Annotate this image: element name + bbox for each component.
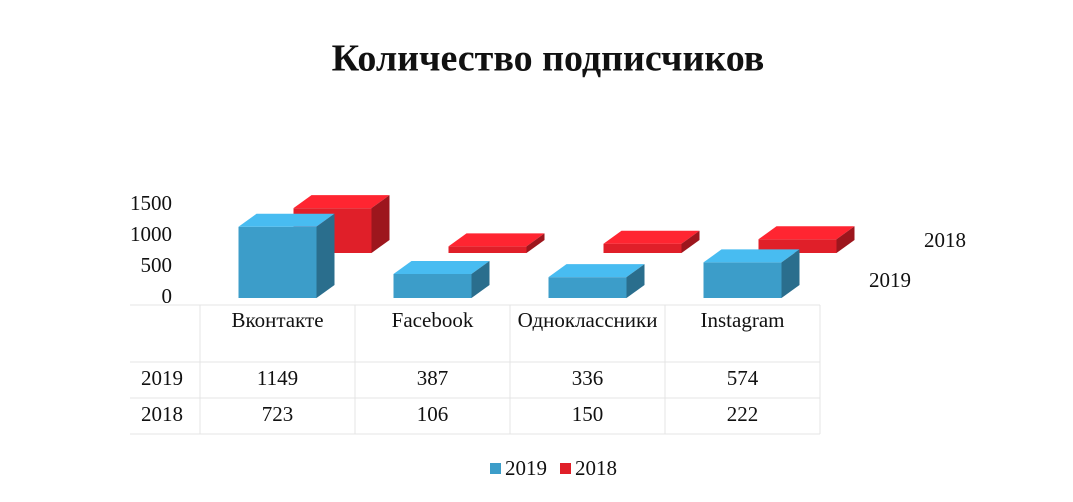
bar <box>393 274 472 298</box>
bar-top <box>393 261 490 275</box>
x-tick-label: Facebook <box>392 308 474 332</box>
bar-top <box>448 233 545 247</box>
x-tick-label: Instagram <box>701 308 785 332</box>
bar <box>448 246 527 253</box>
y-tick-label: 1000 <box>130 222 172 246</box>
bar-top <box>548 264 645 278</box>
bar <box>238 226 317 298</box>
depth-label: 2019 <box>869 268 911 292</box>
bar-top <box>238 213 335 227</box>
chart-title: Количество подписчиков <box>332 38 765 80</box>
bar-side <box>681 230 700 253</box>
bar <box>703 262 782 298</box>
bar <box>548 277 627 298</box>
table-cell: 222 <box>727 402 759 426</box>
y-tick-label: 1500 <box>130 191 172 215</box>
table-cell: 1149 <box>257 366 298 390</box>
legend-swatch <box>560 463 571 474</box>
bar-side <box>316 213 335 298</box>
bar-side <box>526 233 545 253</box>
legend-label: 2019 <box>505 456 547 480</box>
x-tick-label: Вконтакте <box>231 308 323 332</box>
legend-swatch <box>490 463 501 474</box>
table-cell: 574 <box>727 366 759 390</box>
bar-side <box>836 226 855 253</box>
table-cell: 150 <box>572 402 604 426</box>
bar-side <box>626 264 645 298</box>
bar-side <box>371 195 390 253</box>
table-cell: 723 <box>262 402 294 426</box>
x-tick-label: Одноклассники <box>518 308 658 332</box>
bar-top <box>603 230 700 244</box>
bar <box>603 243 682 253</box>
bar-side <box>471 261 490 298</box>
table-cell: 336 <box>572 366 604 390</box>
y-tick-label: 0 <box>162 284 173 308</box>
table-cell: 387 <box>417 366 449 390</box>
bar-top <box>293 195 390 209</box>
bar-top <box>758 226 855 240</box>
bar-top <box>703 249 800 263</box>
table-row-label: 2019 <box>141 366 183 390</box>
legend-label: 2018 <box>575 456 617 480</box>
y-tick-label: 500 <box>141 253 173 277</box>
depth-label: 2018 <box>924 228 966 252</box>
bar-side <box>781 249 800 298</box>
table-cell: 106 <box>417 402 449 426</box>
table-row-label: 2018 <box>141 402 183 426</box>
